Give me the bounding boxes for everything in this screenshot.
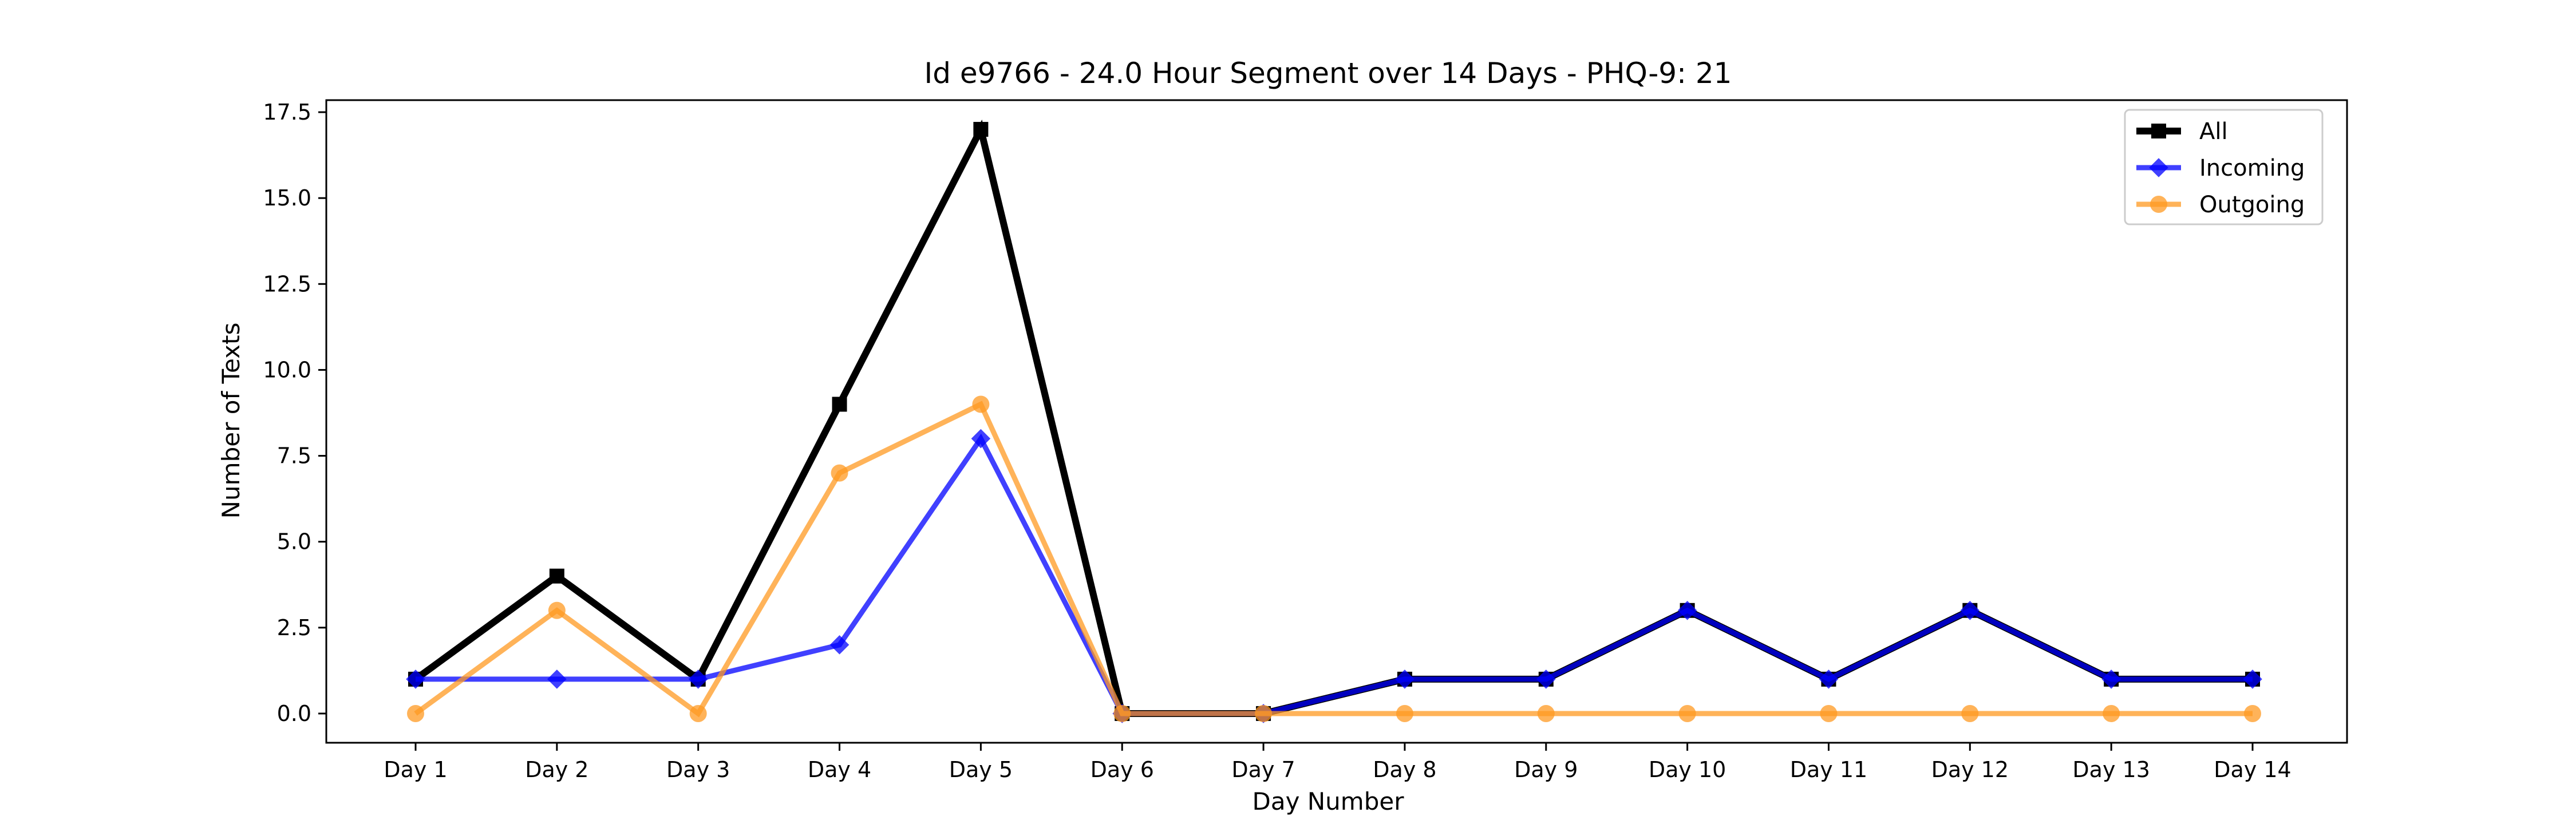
data-point-incoming <box>829 635 850 655</box>
axes-frame <box>325 99 2348 744</box>
legend-marker-all <box>2151 124 2166 138</box>
data-point-incoming <box>1677 600 1697 620</box>
data-point-incoming <box>1395 670 1415 689</box>
y-tick-label: 15.0 <box>263 185 311 211</box>
y-tick-label: 10.0 <box>263 357 311 382</box>
x-tick-label: Day 1 <box>384 757 447 782</box>
data-point-all <box>832 397 847 412</box>
data-point-outgoing <box>1820 704 1838 722</box>
data-point-outgoing <box>1961 704 1979 722</box>
x-tick-label: Day 8 <box>1373 757 1436 782</box>
data-point-incoming <box>1960 600 1980 620</box>
data-point-outgoing <box>972 395 990 413</box>
x-tick-label: Day 10 <box>1649 757 1726 782</box>
axes: Day 1 Day 2 Day 3 Day 4 Day 5 Day 6 Day 7 Day 8… <box>263 99 2348 782</box>
x-tick-label: Day 7 <box>1231 757 1295 782</box>
x-tick-label: Day 4 <box>808 757 871 782</box>
x-tick-label: Day 13 <box>2072 757 2150 782</box>
data-point-outgoing <box>2103 704 2120 722</box>
x-tick-label: Day 3 <box>666 757 730 782</box>
data-point-outgoing <box>2244 704 2261 722</box>
data-point-all <box>549 568 564 584</box>
x-axis-title: Day Number <box>1252 787 1404 815</box>
data-point-incoming <box>1536 670 1556 689</box>
legend-label-outgoing: Outgoing <box>2199 192 2305 218</box>
data-point-incoming <box>2101 670 2121 689</box>
legend-marker-outgoing <box>2150 196 2167 213</box>
x-tick-label: Day 2 <box>525 757 588 782</box>
legend-label-all: All <box>2199 118 2228 145</box>
data-point-outgoing <box>1396 704 1413 722</box>
x-tick-label: Day 9 <box>1514 757 1578 782</box>
data-point-incoming <box>1819 670 1839 689</box>
data-point-outgoing <box>548 601 566 619</box>
data-point-outgoing <box>1678 704 1696 722</box>
data-point-outgoing <box>831 464 848 482</box>
y-tick-label: 0.0 <box>277 701 311 726</box>
legend-label-incoming: Incoming <box>2199 155 2305 181</box>
data-point-outgoing <box>1537 704 1555 722</box>
x-tick-label: Day 12 <box>1931 757 2009 782</box>
data-point-outgoing <box>1255 704 1273 722</box>
y-axis-title: Number of Texts <box>217 323 245 519</box>
data-point-incoming <box>406 670 425 689</box>
data-point-outgoing <box>407 704 424 722</box>
legend-box <box>2124 109 2324 225</box>
series-line-outgoing <box>414 401 2253 718</box>
legend-marker-incoming <box>2149 158 2168 177</box>
data-point-incoming <box>2243 670 2262 689</box>
data-point-outgoing <box>689 704 707 722</box>
data-point-all <box>973 122 989 137</box>
x-tick-label: Day 11 <box>1790 757 1867 782</box>
y-tick-label: 7.5 <box>277 443 311 469</box>
y-tick-label: 17.5 <box>263 100 311 125</box>
x-tick-label: Day 6 <box>1091 757 1154 782</box>
plot-area <box>406 119 2262 723</box>
x-tick-label: Day 5 <box>949 757 1013 782</box>
data-point-incoming <box>971 429 991 449</box>
y-tick-label: 12.5 <box>263 271 311 296</box>
data-point-incoming <box>688 670 708 689</box>
data-point-incoming <box>547 670 567 689</box>
y-tick-label: 2.5 <box>277 615 311 640</box>
legend: All Incoming Outgoing <box>2124 109 2324 225</box>
x-tick-label: Day 14 <box>2214 757 2291 782</box>
data-point-outgoing <box>1113 704 1131 722</box>
chart-title: Id e9766 - 24.0 Hour Segment over 14 Day… <box>924 57 1732 90</box>
y-tick-label: 5.0 <box>277 529 311 554</box>
